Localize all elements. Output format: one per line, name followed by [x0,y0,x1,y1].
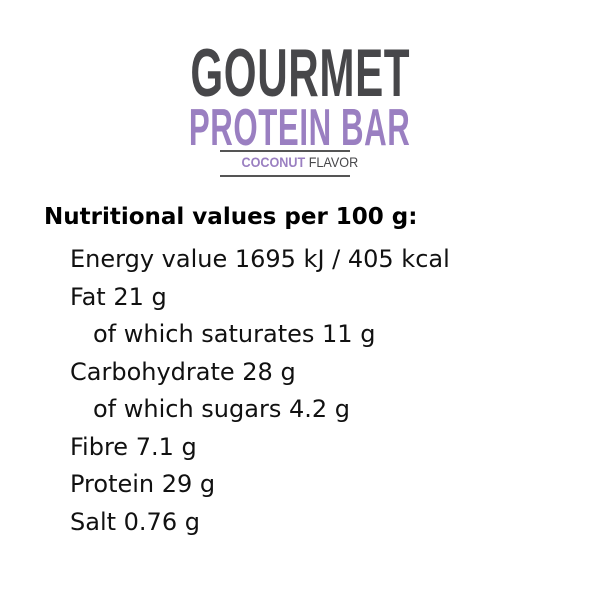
nutrition-row: of which saturates 11 g [93,320,376,348]
nutrition-row: Fibre 7.1 g [70,432,197,461]
nutrition-row: Fat 21 g [70,282,167,311]
flavor-label: COCONUT FLAVOR [0,154,600,170]
logo-divider-top [220,150,350,152]
flavor-word: FLAVOR [308,154,359,170]
logo-line-protein-bar: PROTEIN BAR [0,98,600,158]
logo-divider-bottom [220,175,350,177]
nutrition-row: Energy value 1695 kJ / 405 kcal [70,245,450,273]
flavor-name: COCONUT [241,154,306,170]
nutrition-heading: Nutritional values per 100 g: [44,204,418,230]
nutrition-row: Protein 29 g [70,470,216,498]
logo-line-gourmet: GOURMET [0,34,600,112]
nutrition-row: of which sugars 4.2 g [93,395,350,423]
nutrition-row: Carbohydrate 28 g [70,357,296,386]
logo-text-gourmet: GOURMET [190,35,410,111]
logo-text-protein-bar: PROTEIN BAR [189,99,411,157]
nutrition-row: Salt 0.76 g [70,507,200,536]
